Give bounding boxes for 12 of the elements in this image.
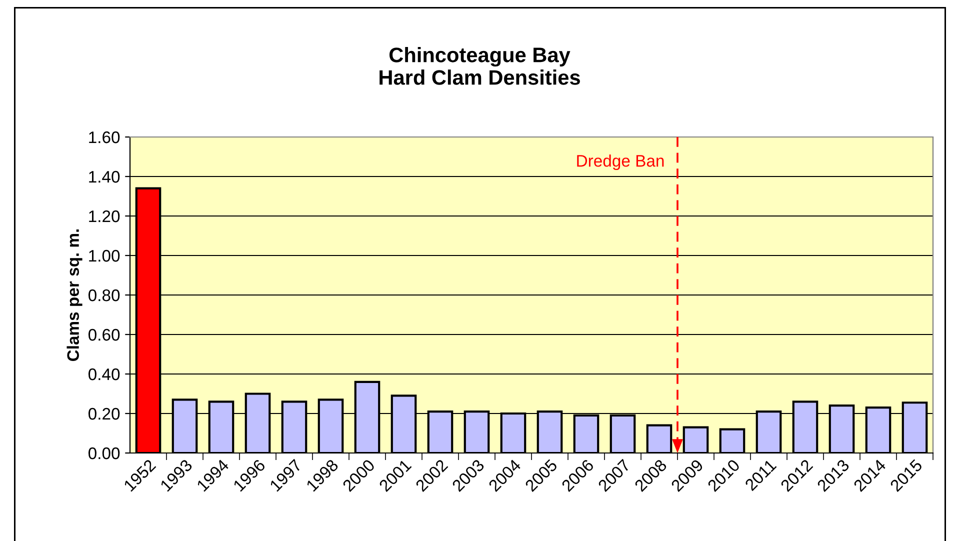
y-tick-label: 1.00 (89, 250, 120, 262)
annotation: Dredge Ban (577, 154, 664, 170)
y-tick-label: 0.40 (88, 368, 120, 380)
y-tick-label: 0.20 (88, 408, 120, 420)
y-tick-label: 0.60 (88, 328, 120, 341)
y-tick-label: 1.40 (89, 170, 120, 183)
y-axis-title: Clams per sq. m. (66, 229, 82, 362)
y-tick-label: 1.60 (89, 131, 120, 144)
y-tick-label: 0.00 (88, 447, 120, 460)
chart-title: Chincoteague Bay Hard Clam Densities (380, 47, 580, 85)
y-tick-label: 0.80 (88, 289, 120, 302)
y-tick-label: 1.20 (89, 210, 120, 222)
